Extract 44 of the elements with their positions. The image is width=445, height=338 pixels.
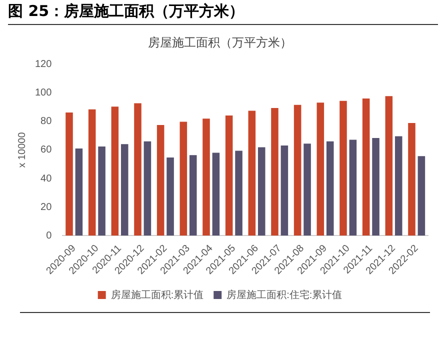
bar	[326, 141, 334, 236]
bar	[189, 155, 197, 236]
bar	[166, 158, 174, 236]
bar	[111, 106, 119, 236]
bar	[225, 115, 233, 236]
bar	[120, 144, 128, 236]
y-tick-label: 120	[34, 59, 52, 70]
bar	[144, 141, 152, 236]
y-tick-label: 40	[40, 173, 52, 184]
bar	[88, 109, 96, 236]
y-tick-label: 0	[46, 230, 52, 242]
bar	[202, 118, 210, 236]
y-axis-title: x 10000	[16, 132, 28, 168]
bar	[316, 102, 324, 236]
bar	[362, 98, 370, 236]
chart-title: 图 25：房屋施工面积（万平方米）	[8, 2, 438, 25]
legend-label: 房屋施工面积:累计值	[110, 288, 204, 301]
bar	[280, 146, 288, 236]
bar	[349, 140, 357, 236]
bar	[294, 104, 302, 236]
bar	[212, 152, 220, 236]
bar	[385, 96, 393, 236]
bar	[98, 146, 106, 236]
bar	[304, 144, 311, 236]
bar	[134, 103, 142, 236]
bar	[66, 112, 73, 236]
bar	[258, 147, 266, 236]
bar	[271, 108, 278, 236]
bar	[75, 148, 83, 236]
y-tick-label: 100	[34, 88, 52, 99]
bar	[248, 110, 256, 236]
bar	[394, 136, 402, 236]
bar	[408, 123, 416, 236]
legend-label: 房屋施工面积:住宅:累计值	[226, 288, 342, 301]
bar	[418, 156, 426, 236]
bar	[235, 150, 242, 236]
y-tick-label: 20	[40, 202, 52, 213]
bar	[372, 138, 380, 236]
bar	[180, 122, 188, 236]
chart-subtitle: 房屋施工面积（万平方米）	[148, 36, 292, 50]
y-tick-label: 80	[40, 116, 52, 128]
y-tick-label: 60	[40, 144, 52, 156]
bar	[156, 125, 164, 236]
bar	[340, 100, 347, 236]
